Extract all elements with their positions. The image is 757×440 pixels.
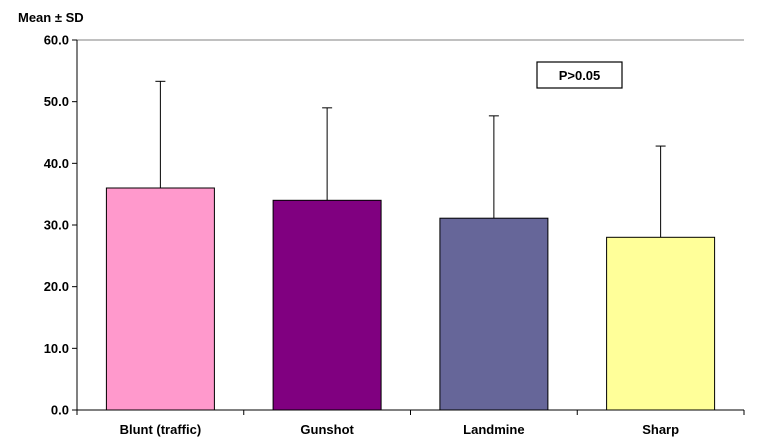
bar-sharp (606, 236, 716, 411)
y-tick-label: 20.0 (44, 279, 69, 294)
y-axis-label: Mean ± SD (18, 10, 84, 25)
x-category-label: Gunshot (300, 422, 354, 437)
y-tick-labels: 0.0 10.0 20.0 30.0 40.0 50.0 60.0 (44, 33, 69, 418)
x-category-label: Sharp (642, 422, 679, 437)
y-tick-label: 0.0 (51, 403, 69, 418)
y-tick-label: 40.0 (44, 156, 69, 171)
bar-landmine (439, 217, 549, 411)
category-labels: Blunt (traffic) Gunshot Landmine Sharp (120, 422, 680, 437)
x-category-label: Landmine (463, 422, 524, 437)
bar-gunshot (272, 199, 382, 411)
y-tick-label: 10.0 (44, 341, 69, 356)
y-tick-label: 60.0 (44, 33, 69, 48)
annotation-box (536, 61, 623, 89)
x-category-label: Blunt (traffic) (120, 422, 202, 437)
p-value-annotation: P>0.05 (536, 61, 623, 89)
bars-layer (105, 80, 716, 411)
y-tick-label: 50.0 (44, 94, 69, 109)
y-tick-label: 30.0 (44, 218, 69, 233)
bar-blunt-traffic (105, 187, 215, 411)
axes-layer (72, 39, 745, 415)
annotation-text: P>0.05 (559, 68, 601, 83)
